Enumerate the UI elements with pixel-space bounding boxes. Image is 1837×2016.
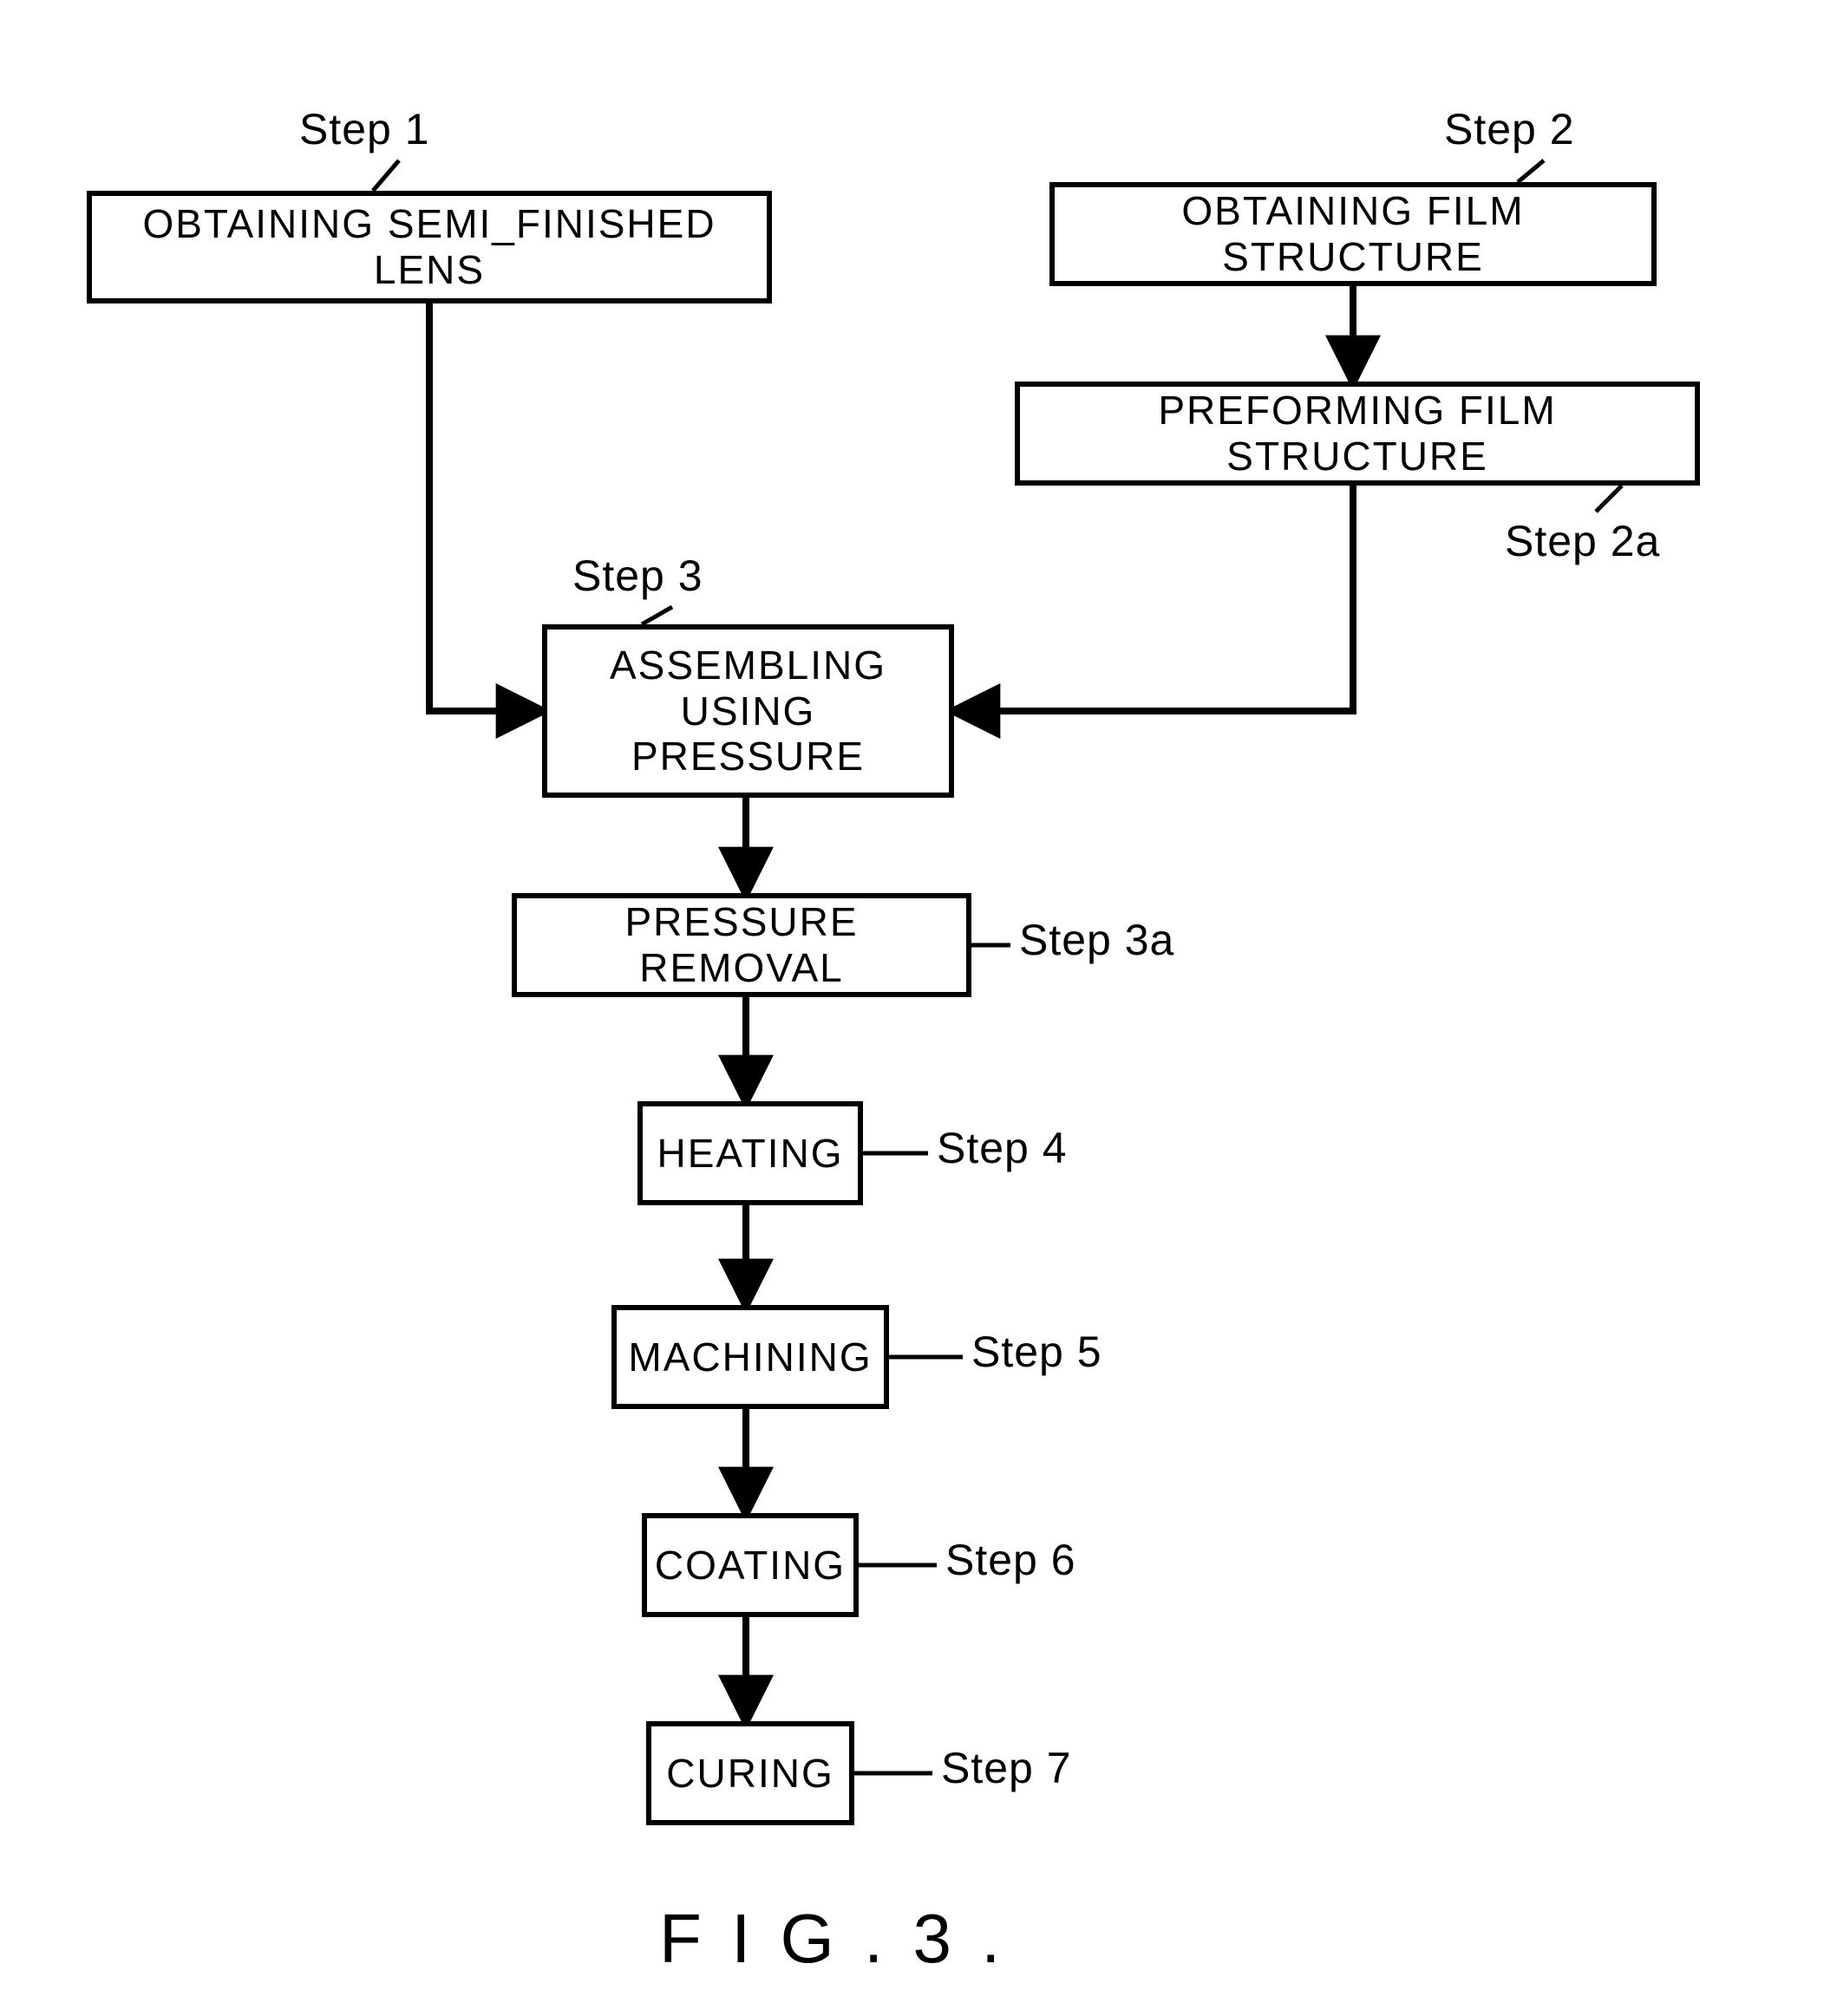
step-label-n5: Step 5 bbox=[971, 1327, 1102, 1377]
flowchart-node-n3: ASSEMBLING USING PRESSURE bbox=[542, 624, 954, 798]
flowchart-canvas: OBTAINING SEMI_FINISHED LENS OBTAINING FI… bbox=[0, 0, 1837, 2016]
flowchart-node-text: CURING bbox=[666, 1751, 834, 1797]
flowchart-node-n4: HEATING bbox=[637, 1101, 863, 1205]
leader-line bbox=[1596, 486, 1622, 512]
step-label-n2: Step 2 bbox=[1444, 104, 1575, 154]
step-label-n3a: Step 3a bbox=[1019, 915, 1174, 965]
leader-line bbox=[373, 160, 399, 191]
flowchart-node-text: PREFORMING FILM STRUCTURE bbox=[1037, 388, 1677, 480]
flowchart-node-n2a: PREFORMING FILM STRUCTURE bbox=[1015, 382, 1700, 486]
step-label-n6: Step 6 bbox=[945, 1535, 1076, 1585]
flowchart-node-text: ASSEMBLING USING PRESSURE bbox=[565, 643, 932, 780]
flowchart-node-text: OBTAINING FILM STRUCTURE bbox=[1072, 188, 1634, 280]
flowchart-node-text: PRESSURE REMOVAL bbox=[534, 899, 949, 991]
step-label-n3: Step 3 bbox=[572, 551, 703, 601]
flowchart-edge-e2a bbox=[954, 486, 1353, 711]
flowchart-node-n2: OBTAINING FILM STRUCTURE bbox=[1049, 182, 1657, 286]
flowchart-node-n6: COATING bbox=[642, 1513, 859, 1617]
flowchart-node-n1: OBTAINING SEMI_FINISHED LENS bbox=[87, 191, 772, 303]
step-label-n4: Step 4 bbox=[937, 1123, 1068, 1173]
step-label-n1: Step 1 bbox=[299, 104, 430, 154]
step-label-n2a: Step 2a bbox=[1505, 516, 1660, 566]
flowchart-edge-e1 bbox=[429, 303, 542, 711]
flowchart-node-n3a: PRESSURE REMOVAL bbox=[512, 893, 971, 997]
flowchart-node-n5: MACHINING bbox=[611, 1305, 889, 1409]
step-label-n7: Step 7 bbox=[941, 1743, 1072, 1793]
flowchart-node-text: COATING bbox=[655, 1543, 846, 1589]
flowchart-node-n7: CURING bbox=[646, 1721, 854, 1825]
flowchart-node-text: MACHINING bbox=[628, 1334, 872, 1380]
flowchart-node-text: HEATING bbox=[657, 1131, 843, 1177]
leader-line bbox=[1518, 160, 1544, 182]
flowchart-node-text: OBTAINING SEMI_FINISHED LENS bbox=[109, 201, 749, 293]
figure-caption: F I G . 3 . bbox=[659, 1899, 1005, 1979]
leader-line bbox=[642, 607, 672, 624]
